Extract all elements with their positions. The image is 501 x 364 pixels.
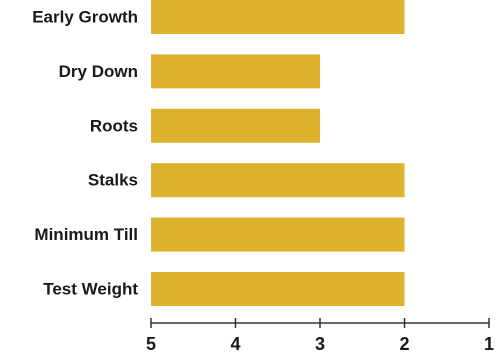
bar-roots	[151, 108, 320, 143]
bar-stalks	[151, 163, 405, 198]
category-labels-layer: Early Growth Dry Down Roots Stalks Minimum T…	[32, 8, 138, 299]
x-axis: 5 4 3 2 1	[146, 318, 494, 354]
x-tick-label-5: 5	[146, 334, 156, 354]
category-label-test-weight: Test Weight	[43, 280, 138, 299]
x-tick-label-4: 4	[230, 334, 240, 354]
category-label-early-growth: Early Growth	[32, 8, 138, 27]
category-label-dry-down: Dry Down	[59, 62, 138, 81]
bar-early-growth	[151, 0, 405, 34]
x-tick-label-3: 3	[315, 334, 325, 354]
bar-dry-down	[151, 54, 320, 89]
category-label-roots: Roots	[90, 116, 138, 135]
bar-minimum-till	[151, 217, 405, 252]
bar-test-weight	[151, 272, 405, 306]
bars-layer	[151, 0, 405, 306]
x-tick-label-2: 2	[399, 334, 409, 354]
x-tick-label-1: 1	[484, 334, 494, 354]
category-label-minimum-till: Minimum Till	[34, 225, 138, 244]
category-label-stalks: Stalks	[88, 171, 138, 190]
